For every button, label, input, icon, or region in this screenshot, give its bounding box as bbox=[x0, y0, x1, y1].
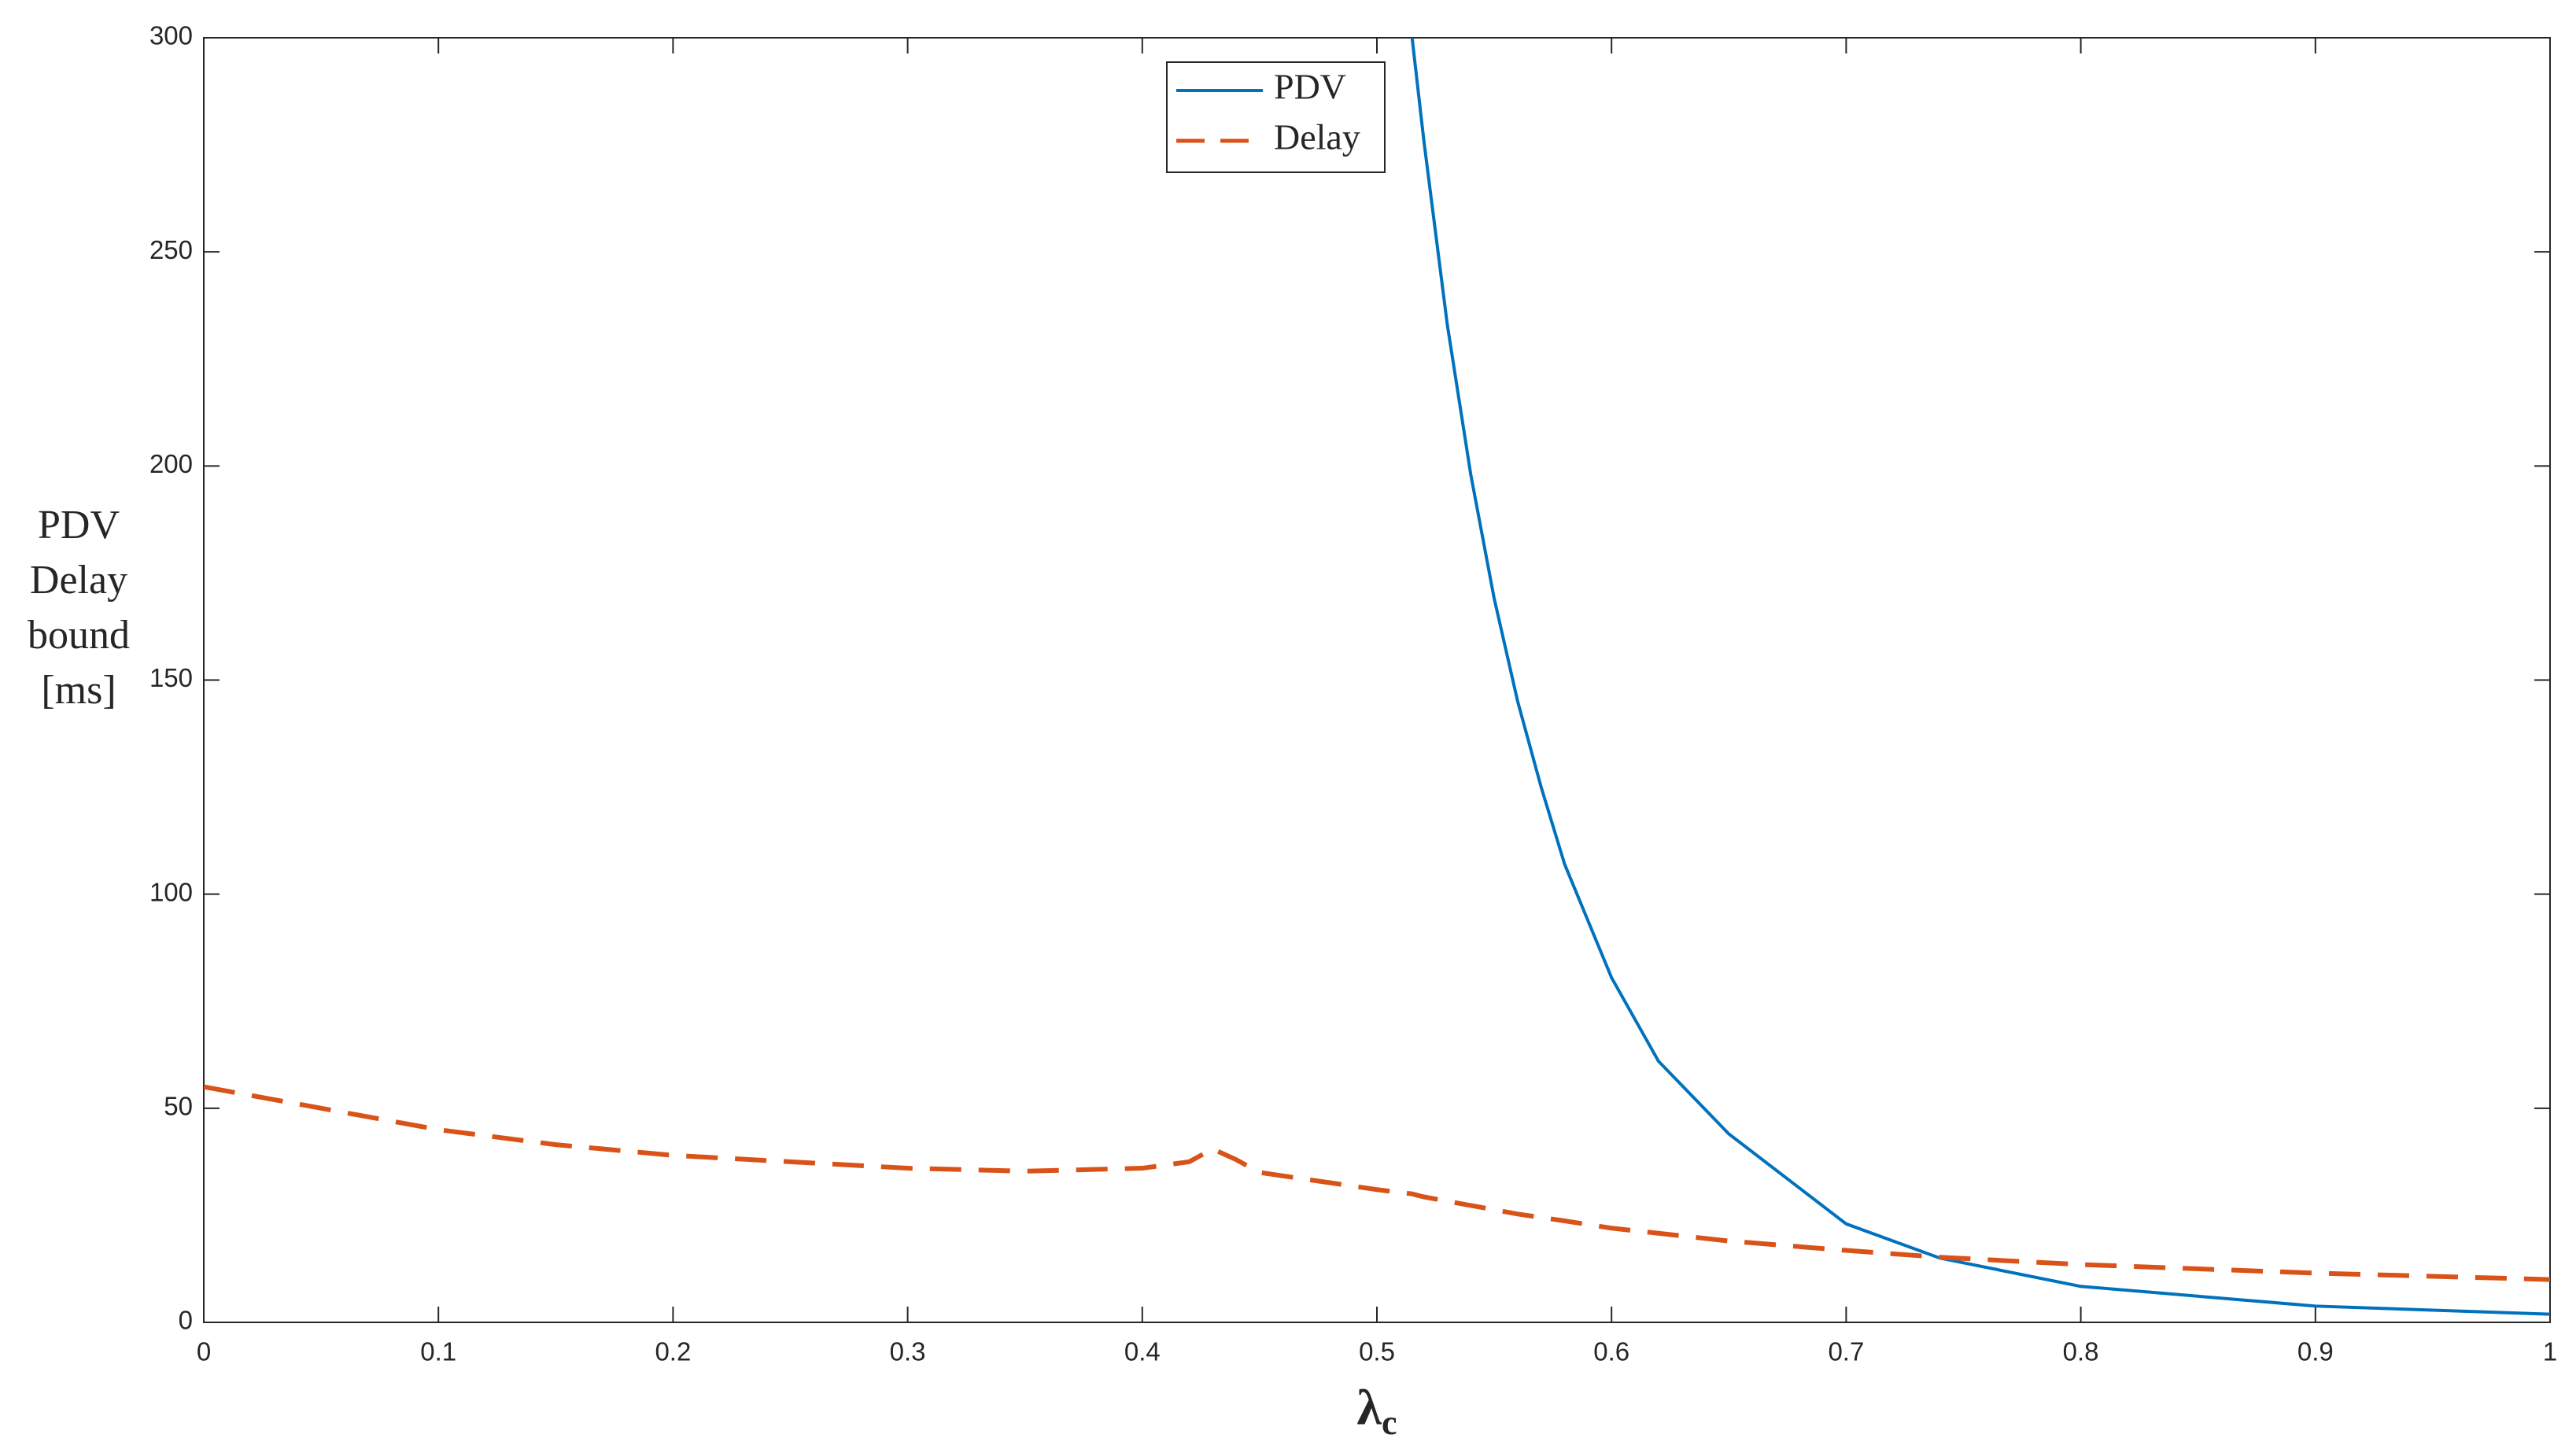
plot-lines bbox=[204, 38, 2550, 1316]
y-axis-label: PDV bbox=[38, 503, 120, 548]
x-tick-label: 0.2 bbox=[655, 1337, 691, 1366]
x-tick-label: 0.5 bbox=[1359, 1337, 1395, 1366]
y-tick-label: 100 bbox=[149, 877, 193, 906]
x-tick-label: 0.4 bbox=[1124, 1337, 1161, 1366]
x-axis-label-sub: c bbox=[1382, 1403, 1397, 1442]
x-tick-label: 1 bbox=[2543, 1337, 2557, 1366]
y-axis-label: bound bbox=[28, 613, 130, 658]
x-tick-label: 0.3 bbox=[890, 1337, 926, 1366]
series-line bbox=[1410, 38, 2550, 1316]
legend-label: PDV bbox=[1274, 67, 1346, 107]
y-axis-label: Delay bbox=[30, 558, 127, 603]
x-tick-label: 0 bbox=[197, 1337, 211, 1366]
x-tick-label: 0.6 bbox=[1593, 1337, 1629, 1366]
y-tick-label: 150 bbox=[149, 663, 193, 692]
y-tick-label: 250 bbox=[149, 235, 193, 264]
x-tick-label: 0.8 bbox=[2063, 1337, 2099, 1366]
y-axis-label: [ms] bbox=[41, 668, 116, 713]
y-tick-label: 300 bbox=[149, 21, 193, 50]
x-tick-label: 0.1 bbox=[420, 1337, 456, 1366]
x-tick-label: 0.9 bbox=[2297, 1337, 2334, 1366]
legend-label: Delay bbox=[1274, 117, 1360, 157]
x-axis-label: λc bbox=[1357, 1379, 1397, 1442]
series-line bbox=[204, 1084, 2550, 1282]
y-tick-label: 0 bbox=[179, 1306, 193, 1335]
y-tick-label: 50 bbox=[164, 1092, 193, 1121]
legend-box bbox=[1166, 61, 1386, 173]
x-tick-label: 0.7 bbox=[1828, 1337, 1864, 1366]
y-tick-label: 200 bbox=[149, 449, 193, 478]
x-axis-label-main: λ bbox=[1357, 1379, 1382, 1435]
plot-frame bbox=[203, 37, 2551, 1323]
